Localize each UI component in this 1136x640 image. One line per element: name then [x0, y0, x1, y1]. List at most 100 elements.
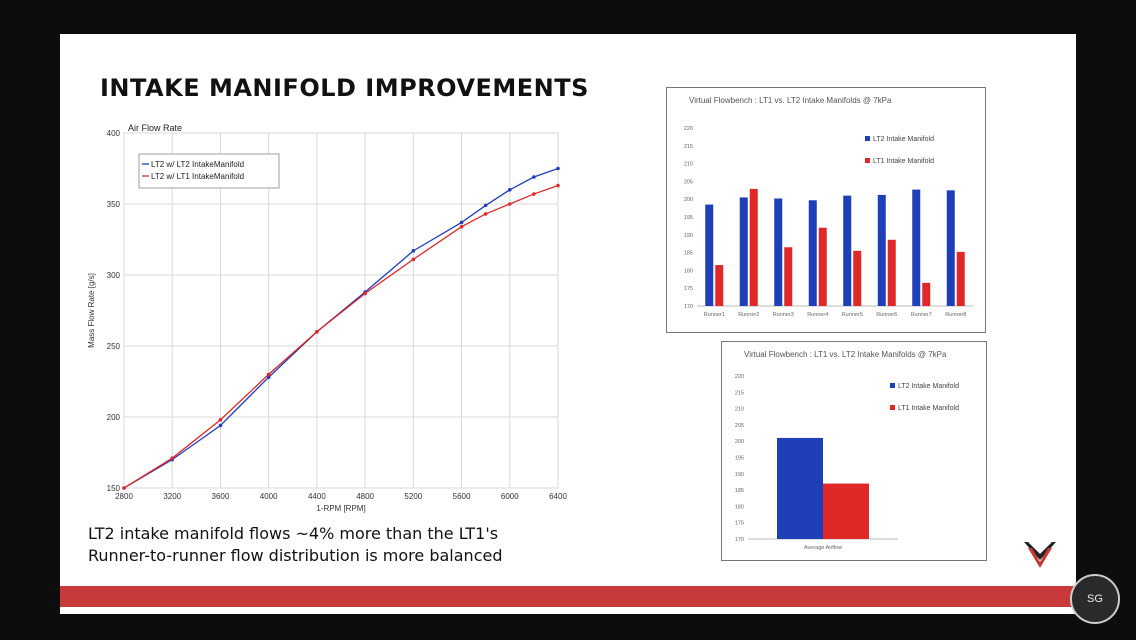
y-tick-label: 205 — [684, 179, 693, 185]
y-tick-label: 180 — [735, 504, 744, 510]
category-label: Runner5 — [842, 312, 863, 318]
corvette-flags-logo — [1024, 542, 1056, 568]
y-tick-label: 185 — [684, 251, 693, 257]
category-label: Runner8 — [945, 312, 966, 318]
average-flow-bar-chart: Virtual Flowbench : LT1 vs. LT2 Intake M… — [735, 350, 959, 551]
legend-swatch — [890, 405, 895, 410]
legend-label: LT2 w/ LT2 IntakeManifold — [151, 160, 244, 169]
bar-lt1 — [853, 250, 862, 306]
caption-line-2: Runner-to-runner flow distribution is mo… — [88, 546, 503, 565]
y-tick-label: 195 — [735, 456, 744, 462]
legend-label: LT2 w/ LT1 IntakeManifold — [151, 172, 244, 181]
average-flow-panel: Virtual Flowbench : LT1 vs. LT2 Intake M… — [721, 341, 987, 561]
bar-lt1 — [749, 188, 758, 306]
series-2-point — [411, 257, 416, 262]
y-tick-label: 150 — [107, 484, 121, 493]
series-2-point — [122, 486, 126, 490]
bar-lt2 — [774, 198, 783, 306]
chart-title: Air Flow Rate — [128, 123, 182, 133]
bar-chart-title: Virtual Flowbench : LT1 vs. LT2 Intake M… — [744, 350, 947, 359]
caption-line-1: LT2 intake manifold flows ~4% more than … — [88, 524, 499, 543]
x-tick-label: 5600 — [453, 492, 471, 501]
category-label: Runner6 — [876, 312, 897, 318]
y-tick-label: 210 — [684, 162, 693, 168]
series-2-point — [218, 418, 223, 422]
watermark-text: SG — [1087, 593, 1103, 605]
legend-swatch — [890, 383, 895, 388]
y-tick-label: 220 — [735, 374, 744, 380]
bar-lt1 — [922, 282, 931, 306]
series-2-point — [266, 372, 271, 377]
y-tick-label: 190 — [684, 233, 693, 239]
bar-lt2 — [912, 189, 921, 306]
runner-flow-bar-chart: Virtual Flowbench : LT1 vs. LT2 Intake M… — [684, 96, 973, 318]
series-1-point — [266, 375, 271, 380]
bar-lt1 — [818, 227, 827, 306]
y-tick-label: 190 — [735, 472, 744, 478]
y-tick-label: 215 — [684, 144, 693, 150]
runner-flow-panel: Virtual Flowbench : LT1 vs. LT2 Intake M… — [666, 87, 986, 333]
category-label: Runner4 — [807, 312, 828, 318]
bar-lt2 — [777, 437, 823, 539]
y-tick-label: 300 — [107, 271, 121, 280]
bar-lt1 — [887, 239, 896, 306]
air-flow-line-chart: 2800 3200 3600 4000 4400 4800 5200 5600 6000 6400… — [87, 123, 567, 513]
legend-box — [138, 153, 280, 189]
watermark-badge: SG — [1070, 574, 1120, 624]
legend-label: LT1 Intake Manifold — [873, 158, 934, 165]
y-tick-label: 200 — [107, 413, 121, 422]
y-tick-label: 195 — [684, 215, 693, 221]
y-tick-label: 175 — [735, 521, 744, 527]
y-tick-label: 220 — [684, 126, 693, 132]
y-tick-label: 200 — [735, 439, 744, 445]
y-tick-label: 175 — [684, 286, 693, 292]
category-label: Runner2 — [738, 312, 759, 318]
bar-lt1 — [715, 265, 724, 306]
bar-lt1 — [823, 483, 869, 539]
footer-red-band — [60, 586, 1076, 607]
bar-lt1 — [784, 247, 793, 306]
x-axis-label: 1-RPM [RPM] — [316, 504, 365, 513]
series-2-point — [170, 456, 175, 460]
x-tick-label: 5200 — [404, 492, 422, 501]
bar-lt2 — [877, 194, 886, 306]
bar-lt2 — [739, 197, 748, 306]
legend-swatch — [865, 136, 870, 141]
series-1-point — [532, 175, 536, 179]
series-1-point — [459, 220, 464, 225]
series-1-point — [556, 166, 560, 171]
series-1-point — [507, 188, 512, 192]
series-1-point — [483, 203, 488, 208]
series-1-point — [218, 423, 223, 428]
series-2-point — [363, 291, 367, 296]
y-tick-label: 215 — [735, 390, 744, 396]
bar-lt2 — [946, 190, 955, 306]
x-tick-label: 6400 — [549, 492, 567, 501]
x-tick-label: 4800 — [356, 492, 374, 501]
x-tick-label: 4400 — [308, 492, 326, 501]
legend-label: LT2 Intake Manifold — [873, 136, 934, 143]
y-axis-label: Mass Flow Rate [g/s] — [87, 273, 96, 348]
series-2-point — [556, 183, 560, 188]
bar-lt2 — [705, 204, 714, 306]
y-tick-label: 180 — [684, 268, 693, 274]
slide-title: INTAKE MANIFOLD IMPROVEMENTS — [100, 74, 589, 102]
category-label: Average Airflow — [804, 545, 842, 551]
y-tick-label: 250 — [107, 342, 121, 351]
bar-lt1 — [956, 251, 965, 306]
bar-chart-title: Virtual Flowbench : LT1 vs. LT2 Intake M… — [689, 96, 892, 105]
series-2-point — [315, 330, 319, 334]
category-label: Runner3 — [773, 312, 794, 318]
y-tick-label: 170 — [684, 304, 693, 310]
series-2-point — [532, 192, 536, 196]
legend-label: LT2 Intake Manifold — [898, 383, 959, 390]
series-2-point — [483, 212, 488, 216]
legend-label: LT1 Intake Manifold — [898, 405, 959, 412]
legend-swatch — [865, 158, 870, 163]
bar-lt2 — [843, 195, 852, 306]
y-tick-label: 400 — [107, 129, 121, 138]
category-label: Runner7 — [911, 312, 932, 318]
y-tick-label: 210 — [735, 407, 744, 413]
x-tick-label: 4000 — [260, 492, 278, 501]
series-2-point — [459, 224, 464, 229]
